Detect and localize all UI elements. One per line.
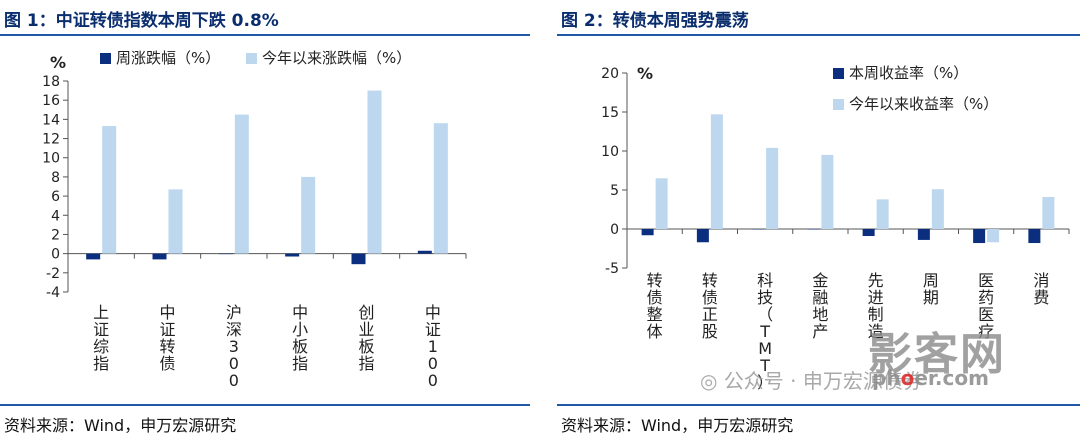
bar-weekly bbox=[973, 229, 986, 244]
chart-panel-1: 图 1：中证转债指数本周下跌 0.8% % -4 -2 0 2 4 6 8 10 12 14 16 18… bbox=[0, 0, 530, 438]
bar-ytd bbox=[234, 114, 249, 254]
y-tick-label: 10 bbox=[601, 144, 619, 160]
bar-weekly bbox=[86, 253, 101, 260]
bar-weekly bbox=[285, 253, 300, 257]
source-note: 资料来源：Wind，申万宏源研究 bbox=[4, 416, 237, 435]
site-part: er.com bbox=[914, 366, 989, 390]
legend-label: 周涨跌幅（%） bbox=[116, 49, 220, 67]
wechat-account-label: 公众号 · 申万宏源债券 bbox=[723, 369, 923, 393]
chart-title: 图 1：中证转债指数本周下跌 0.8% bbox=[4, 11, 279, 31]
x-category-label: 科技（ T M T） bbox=[757, 271, 773, 392]
x-category-label: 中证转债 bbox=[159, 303, 175, 373]
x-category-label: 先进制造 bbox=[868, 271, 884, 341]
y-tick-label: 15 bbox=[601, 105, 619, 121]
bar-weekly bbox=[752, 229, 765, 230]
bar-weekly bbox=[1028, 229, 1041, 244]
y-tick-label: 14 bbox=[42, 112, 60, 128]
x-category-label: 沪深 3 0 0 bbox=[226, 303, 242, 390]
y-tick-label: -4 bbox=[46, 285, 60, 301]
y-tick-label: 5 bbox=[610, 183, 619, 199]
legend-swatch bbox=[833, 68, 844, 79]
x-category-label: 金融地产 bbox=[812, 271, 828, 341]
bar-weekly bbox=[917, 229, 930, 240]
bar-ytd bbox=[168, 189, 183, 254]
chart-panel-2: 图 2：转债本周强势震荡 % -5 0 5 10 15 20 转债整体 转债正股 科技（ T M T） 金… bbox=[557, 0, 1080, 438]
bar-chart-1: % -4 -2 0 2 4 6 8 10 12 14 16 18 上证综指 中证转债 沪深 3 0 0 中小板指 创业板… bbox=[42, 49, 467, 390]
bar-ytd bbox=[931, 189, 944, 229]
x-category-label: 消费 bbox=[1033, 271, 1049, 307]
x-category-label: 转债正股 bbox=[702, 271, 718, 341]
bar-ytd bbox=[821, 154, 834, 229]
bar-ytd bbox=[433, 123, 448, 254]
bar-ytd bbox=[102, 126, 117, 254]
bar-ytd bbox=[766, 147, 779, 229]
y-tick-label: 0 bbox=[610, 222, 619, 238]
y-tick-label: 6 bbox=[51, 189, 60, 205]
title-rule bbox=[557, 34, 1080, 36]
y-tick-label: 0 bbox=[51, 247, 60, 263]
x-category-label: 中小板指 bbox=[292, 303, 308, 373]
bar-weekly bbox=[862, 229, 875, 237]
y-tick-label: -5 bbox=[605, 261, 619, 277]
legend-swatch bbox=[833, 99, 844, 110]
title-rule bbox=[0, 34, 530, 36]
y-unit-label: % bbox=[50, 53, 66, 72]
y-tick-label: 12 bbox=[42, 132, 60, 148]
y-tick-label: 4 bbox=[51, 208, 60, 224]
bar-ytd bbox=[1042, 197, 1055, 229]
site-part: o bbox=[900, 366, 915, 390]
footer-rule bbox=[0, 404, 530, 406]
x-category-label: 创业板指 bbox=[358, 303, 374, 373]
x-category-label: 周期 bbox=[923, 271, 939, 307]
bar-ytd bbox=[710, 114, 723, 229]
x-category-label: 上证综指 bbox=[93, 303, 109, 373]
y-tick-label: 16 bbox=[42, 93, 60, 109]
y-tick-label: 8 bbox=[51, 170, 60, 186]
wechat-icon: ◎ bbox=[700, 369, 718, 393]
legend-label: 今年以来收益率（%） bbox=[849, 95, 998, 113]
watermark-logo: 影客网 bbox=[868, 329, 1006, 380]
footer-rule bbox=[557, 404, 1080, 406]
legend-swatch bbox=[100, 53, 111, 64]
legend-swatch bbox=[246, 53, 257, 64]
bar-ytd bbox=[367, 90, 382, 254]
y-tick-label: 20 bbox=[601, 66, 619, 82]
bar-ytd bbox=[876, 199, 889, 229]
bar-weekly bbox=[807, 229, 820, 230]
chart-title: 图 2：转债本周强势震荡 bbox=[561, 11, 749, 31]
bar-weekly bbox=[152, 253, 167, 260]
y-unit-label: % bbox=[637, 64, 653, 83]
bar-weekly bbox=[218, 253, 233, 255]
bar-weekly bbox=[641, 229, 654, 236]
bar-weekly bbox=[351, 253, 366, 265]
source-note: 资料来源：Wind，申万宏源研究 bbox=[561, 416, 794, 435]
y-tick-label: -2 bbox=[46, 266, 60, 282]
bar-ytd bbox=[987, 229, 1000, 243]
bar-weekly bbox=[417, 250, 432, 254]
bar-ytd bbox=[301, 176, 316, 254]
x-category-label: 转债整体 bbox=[647, 271, 663, 341]
bar-weekly bbox=[696, 229, 709, 243]
watermark-site: phoer.com bbox=[872, 366, 989, 390]
y-tick-label: 10 bbox=[42, 151, 60, 167]
site-part: ph bbox=[872, 366, 901, 390]
bar-chart-2: % -5 0 5 10 15 20 转债整体 转债正股 科技（ T M T ） 金融地产 先进制造 周期 医药医疗… bbox=[601, 64, 1070, 392]
x-category-label: 医药医疗 bbox=[978, 271, 994, 341]
legend-label: 今年以来涨跌幅（%） bbox=[262, 49, 411, 67]
y-tick-label: 18 bbox=[42, 74, 60, 90]
wechat-watermark: ◎ 公众号 · 申万宏源债券 bbox=[700, 365, 923, 394]
legend-label: 本周收益率（%） bbox=[849, 64, 968, 82]
bar-ytd bbox=[655, 178, 668, 229]
y-tick-label: 2 bbox=[51, 227, 60, 243]
x-category-label: 中证 1 0 0 bbox=[425, 303, 441, 390]
